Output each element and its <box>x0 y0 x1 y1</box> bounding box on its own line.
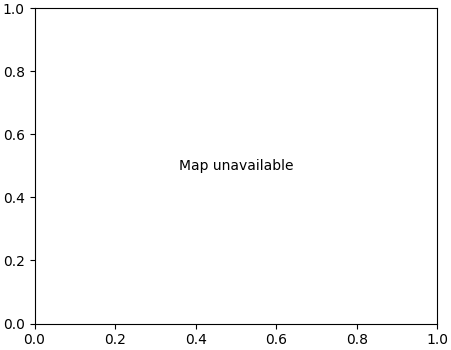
Text: Map unavailable: Map unavailable <box>179 159 293 173</box>
